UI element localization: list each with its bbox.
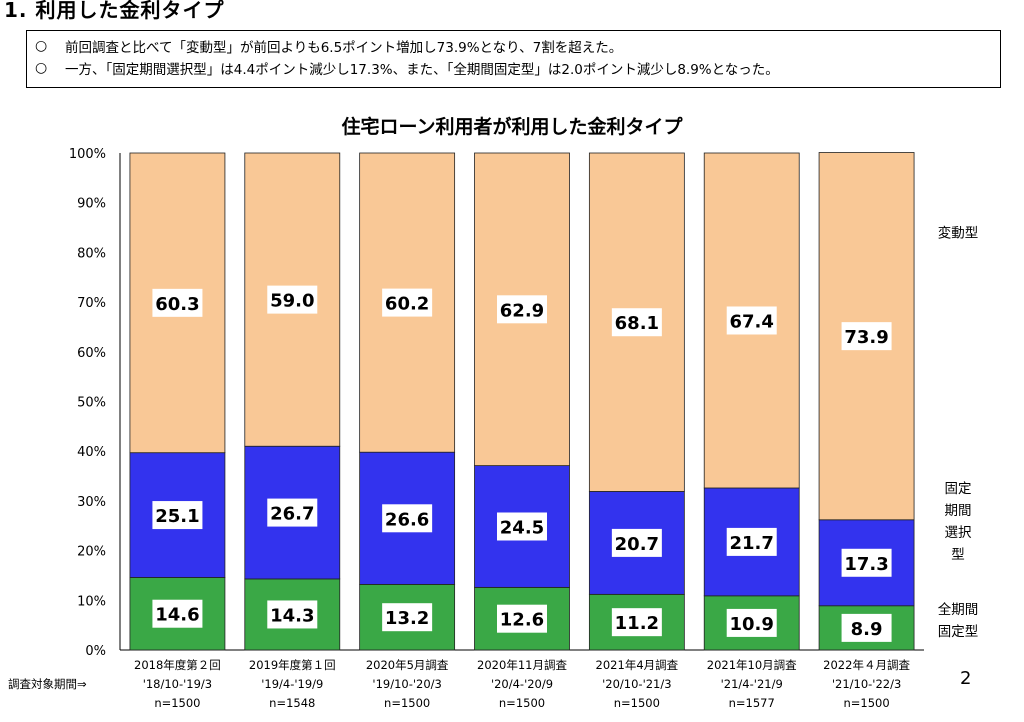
x-sample-label: n=1500 xyxy=(843,696,889,710)
data-label-box xyxy=(497,512,547,541)
period-prefix-label: 調査対象期間⇒ xyxy=(8,677,87,691)
data-label: 24.5 xyxy=(500,517,544,538)
x-period-label: '20/4-'20/9 xyxy=(491,677,553,691)
data-label-box xyxy=(841,613,892,642)
data-label: 21.7 xyxy=(730,533,774,554)
x-period-label: '19/4-'19/9 xyxy=(261,677,323,691)
data-label: 62.9 xyxy=(500,300,544,321)
y-tick-label: 0% xyxy=(85,644,106,659)
data-label-box xyxy=(382,603,433,632)
x-sample-label: n=1500 xyxy=(614,696,660,710)
x-tick-label: 2020年5月調査 xyxy=(366,658,449,672)
y-tick-label: 40% xyxy=(77,445,106,460)
y-tick-label: 90% xyxy=(77,197,106,212)
x-period-label: '18/10-'19/3 xyxy=(143,677,212,691)
legend-label: 選択 xyxy=(945,525,973,541)
x-period-label: '20/10-'21/3 xyxy=(602,677,671,691)
data-label-box xyxy=(611,308,662,337)
x-tick-label: 2019年度第１回 xyxy=(249,658,336,672)
x-period-label: '19/10-'20/3 xyxy=(372,677,441,691)
summary-line: ○ 前回調査と比べて「変動型」が前回よりも6.5ポイント増加し73.9%となり、… xyxy=(35,35,992,57)
data-label-box xyxy=(152,599,203,628)
x-sample-label: n=1548 xyxy=(269,696,315,710)
data-label: 14.3 xyxy=(270,605,314,626)
data-label-box xyxy=(841,548,892,577)
x-period-label: '21/4-'21/9 xyxy=(721,677,783,691)
data-label-box xyxy=(726,527,777,556)
data-label: 59.0 xyxy=(270,291,314,312)
section-heading: 1. 利用した金利タイプ xyxy=(4,0,225,22)
x-tick-label: 2022年４月調査 xyxy=(823,658,910,672)
data-label: 13.2 xyxy=(385,608,429,629)
legend-label: 型 xyxy=(951,547,965,563)
data-label-box xyxy=(267,498,318,527)
data-label-box xyxy=(382,504,433,533)
data-label-box xyxy=(841,322,892,351)
legend-label: 期間 xyxy=(945,503,972,519)
data-label: 67.4 xyxy=(730,311,774,332)
y-tick-label: 10% xyxy=(77,594,106,609)
data-label-box xyxy=(611,528,662,557)
y-tick-label: 80% xyxy=(77,246,106,261)
y-tick-label: 20% xyxy=(77,545,106,560)
chart-title: 住宅ローン利用者が利用した金利タイプ xyxy=(341,115,683,138)
data-label: 68.1 xyxy=(615,313,659,334)
data-label: 11.2 xyxy=(615,613,659,634)
data-label-box xyxy=(382,288,433,317)
data-label-box xyxy=(497,604,547,633)
data-label: 20.7 xyxy=(615,534,659,555)
data-label: 10.9 xyxy=(730,614,774,635)
data-label-box xyxy=(611,608,662,637)
summary-text: 一方、「固定期間選択型」は4.4ポイント減少し17.3%、また、「全期間固定型」… xyxy=(65,62,779,78)
data-label-box xyxy=(726,306,777,335)
y-tick-label: 70% xyxy=(77,296,106,311)
x-tick-label: 2020年11月調査 xyxy=(477,658,567,672)
data-label: 17.3 xyxy=(844,554,888,575)
data-label: 73.9 xyxy=(844,327,888,348)
page-number: 2 xyxy=(960,668,972,689)
x-period-label: '21/10-'22/3 xyxy=(832,677,901,691)
data-label: 25.1 xyxy=(155,506,199,527)
legend-label: 変動型 xyxy=(938,225,979,242)
data-label-box xyxy=(152,501,203,530)
data-label-box xyxy=(267,600,318,629)
x-tick-label: 2021年10月調査 xyxy=(707,658,797,672)
data-label-box xyxy=(152,288,203,317)
data-label: 26.7 xyxy=(270,504,314,525)
summary-text: 前回調査と比べて「変動型」が前回よりも6.5ポイント増加し73.9%となり、7割… xyxy=(65,40,623,56)
data-label-box xyxy=(267,285,318,314)
y-tick-label: 100% xyxy=(69,147,106,162)
data-label: 8.9 xyxy=(851,619,883,640)
y-tick-label: 60% xyxy=(77,346,106,361)
data-label: 12.6 xyxy=(500,610,544,631)
data-label-box xyxy=(497,295,547,324)
data-label: 60.3 xyxy=(155,294,199,315)
legend-label: 全期間 xyxy=(938,601,979,618)
legend-label: 固定 xyxy=(945,481,972,497)
x-sample-label: n=1577 xyxy=(729,696,775,710)
x-sample-label: n=1500 xyxy=(154,696,200,710)
y-tick-label: 30% xyxy=(77,495,106,510)
data-label: 26.6 xyxy=(385,509,429,530)
summary-box: ○ 前回調査と比べて「変動型」が前回よりも6.5ポイント増加し73.9%となり、… xyxy=(26,30,1001,88)
data-label-box xyxy=(726,608,777,637)
bullet-icon: ○ xyxy=(35,60,48,76)
summary-line: ○ 一方、「固定期間選択型」は4.4ポイント減少し17.3%、また、「全期間固定… xyxy=(35,57,992,79)
legend-label: 固定型 xyxy=(938,624,979,640)
x-tick-label: 2021年4月調査 xyxy=(596,658,679,672)
bullet-icon: ○ xyxy=(35,38,48,54)
data-label: 60.2 xyxy=(385,294,429,315)
x-sample-label: n=1500 xyxy=(384,696,430,710)
x-sample-label: n=1500 xyxy=(499,696,545,710)
x-tick-label: 2018年度第２回 xyxy=(134,658,221,672)
data-label: 14.6 xyxy=(155,605,199,626)
y-tick-label: 50% xyxy=(77,396,106,411)
